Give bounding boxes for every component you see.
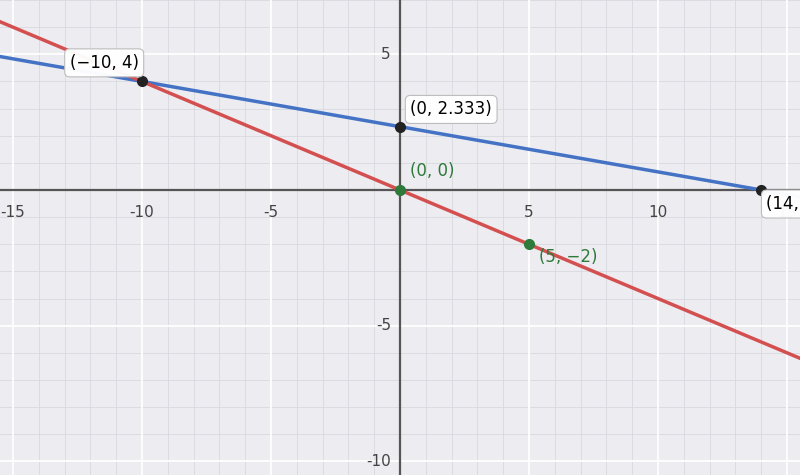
Text: (14, 0): (14, 0) — [766, 195, 800, 213]
Text: (0, 2.333): (0, 2.333) — [410, 100, 492, 118]
Text: (0, 0): (0, 0) — [410, 162, 455, 180]
Text: (5, −2): (5, −2) — [539, 248, 598, 266]
Text: -15: -15 — [1, 205, 26, 220]
Text: 5: 5 — [524, 205, 534, 220]
Text: -5: -5 — [376, 318, 391, 333]
Text: 10: 10 — [649, 205, 668, 220]
Text: -10: -10 — [130, 205, 154, 220]
Text: 5: 5 — [382, 47, 391, 62]
Text: -5: -5 — [263, 205, 278, 220]
Text: -10: -10 — [366, 454, 391, 469]
Text: 15: 15 — [778, 205, 797, 220]
Text: (−10, 4): (−10, 4) — [70, 54, 138, 72]
